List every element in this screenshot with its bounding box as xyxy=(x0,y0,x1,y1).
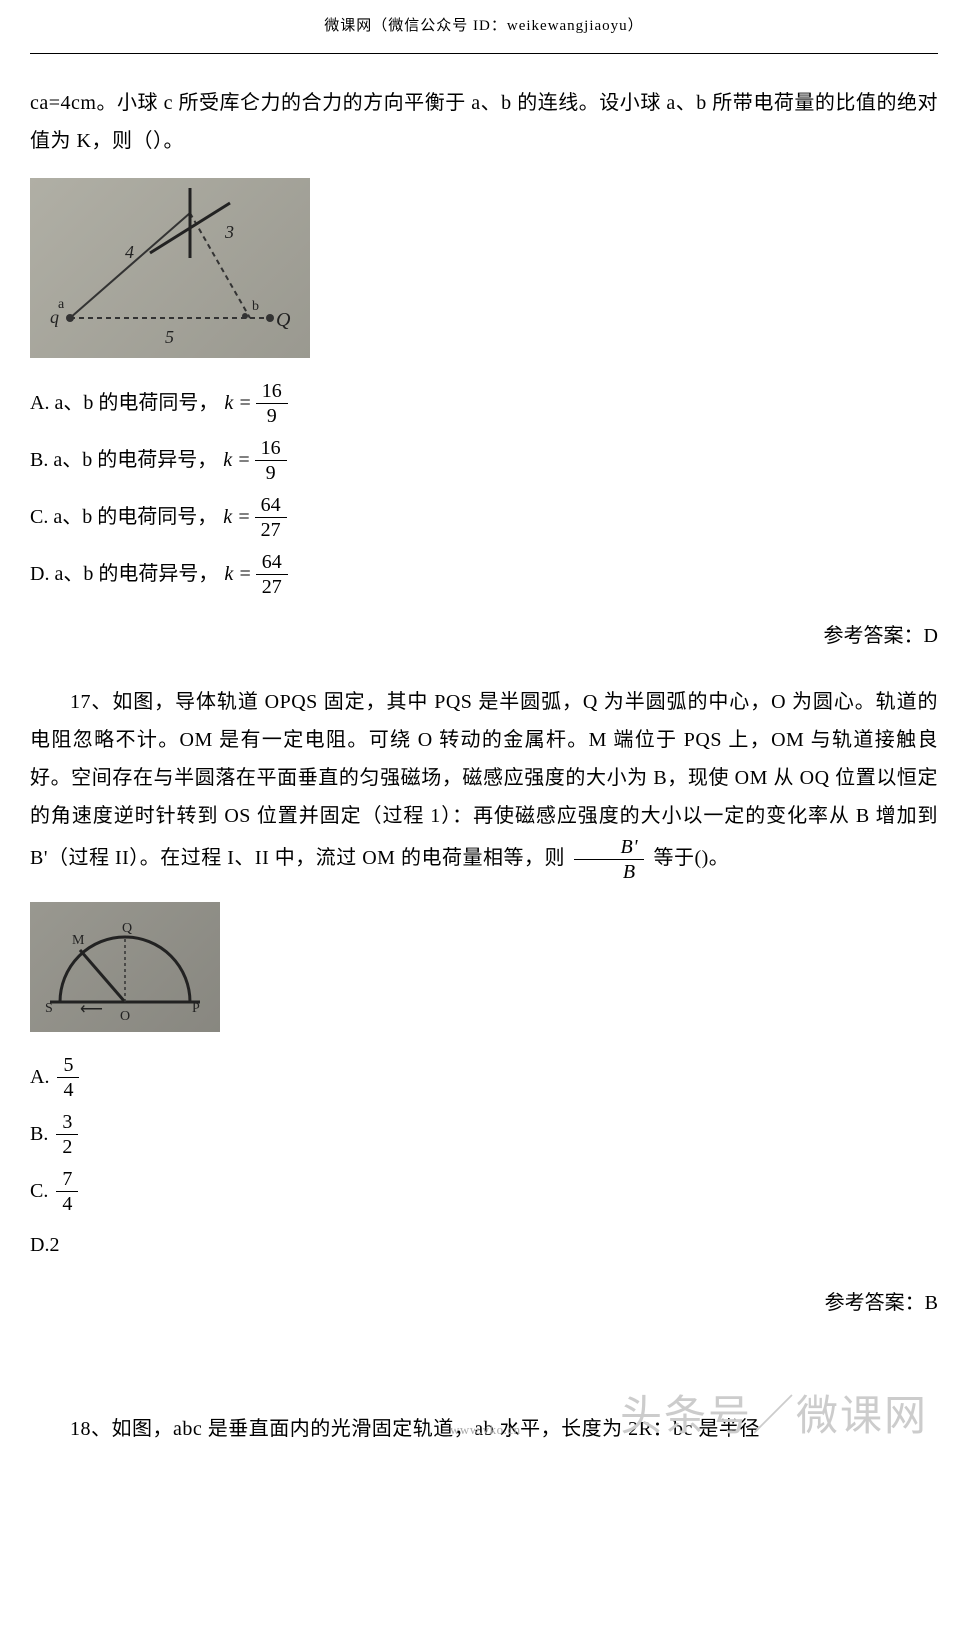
q18-text: 18、如图，abc 是垂直面内的光滑固定轨道，ab 水平，长度为 2R：bc 是… xyxy=(30,1410,938,1448)
label-Q: Q xyxy=(276,309,291,331)
fraction-a: 5 4 xyxy=(57,1053,79,1102)
q17-inline-fraction: B' B xyxy=(574,835,644,884)
option-b-text: B. a、b 的电荷异号， xyxy=(30,441,217,479)
option-b-label: B. xyxy=(30,1115,48,1153)
fraction-b: 3 2 xyxy=(56,1110,78,1159)
q16-option-d: D. a、b 的电荷异号， k = 64 27 xyxy=(30,550,938,599)
label-4: 4 xyxy=(125,242,134,262)
q16-option-c: C. a、b 的电荷同号， k = 64 27 xyxy=(30,493,938,542)
q16-option-a: A. a、b 的电荷同号， k = 16 9 xyxy=(30,379,938,428)
q16-answer: 参考答案：D xyxy=(30,617,938,655)
option-c-label: C. xyxy=(30,1172,48,1210)
label-M: M xyxy=(72,933,85,948)
option-c-text: C. a、b 的电荷同号， xyxy=(30,498,217,536)
q16-text: ca=4cm。小球 c 所受库仑力的合力的方向平衡于 a、b 的连线。设小球 a… xyxy=(30,84,938,160)
label-O: O xyxy=(120,1009,130,1024)
watermark-brand: 头条号／微课网 xyxy=(580,1378,928,1458)
q17-option-d: D.2 xyxy=(30,1224,938,1266)
k-eq: k = xyxy=(223,498,250,536)
label-5: 5 xyxy=(165,327,174,347)
k-eq: k = xyxy=(224,384,251,422)
q17-diagram: M Q S P O ⟵ xyxy=(30,902,220,1032)
q17-answer: 参考答案：B xyxy=(30,1284,938,1322)
fraction-a: 16 9 xyxy=(256,379,288,428)
label-P: P xyxy=(192,1001,200,1016)
label-3: 3 xyxy=(224,222,234,242)
label-a: a xyxy=(58,297,65,312)
label-Q: Q xyxy=(122,921,132,936)
page-header: 微课网（微信公众号 ID：weikewangjiaoyu） xyxy=(30,0,938,54)
q17-text: 17、如图，导体轨道 OPQS 固定，其中 PQS 是半圆弧，Q 为半圆弧的中心… xyxy=(30,683,938,884)
k-eq: k = xyxy=(224,555,251,593)
option-d-label: D.2 xyxy=(30,1226,59,1264)
k-eq: k = xyxy=(223,441,250,479)
option-d-text: D. a、b 的电荷异号， xyxy=(30,555,218,593)
fraction-c: 64 27 xyxy=(255,493,287,542)
q17-body: 17、如图，导体轨道 OPQS 固定，其中 PQS 是半圆弧，Q 为半圆弧的中心… xyxy=(30,691,938,869)
label-S: S xyxy=(45,1001,53,1016)
fraction-c: 7 4 xyxy=(56,1167,78,1216)
q16-option-b: B. a、b 的电荷异号， k = 16 9 xyxy=(30,436,938,485)
fraction-d: 64 27 xyxy=(256,550,288,599)
svg-text:⟵: ⟵ xyxy=(80,1001,103,1018)
q17-end: 等于()。 xyxy=(653,847,729,869)
q17-option-b: B. 3 2 xyxy=(30,1110,938,1159)
option-a-text: A. a、b 的电荷同号， xyxy=(30,384,218,422)
q16-diagram: q a Q b 4 3 5 xyxy=(30,178,310,358)
q17-option-c: C. 7 4 xyxy=(30,1167,938,1216)
label-b: b xyxy=(252,299,259,314)
option-a-label: A. xyxy=(30,1058,49,1096)
watermark-url: www.vko.cn xyxy=(410,1418,521,1443)
q17-option-a: A. 5 4 xyxy=(30,1053,938,1102)
fraction-b: 16 9 xyxy=(255,436,287,485)
